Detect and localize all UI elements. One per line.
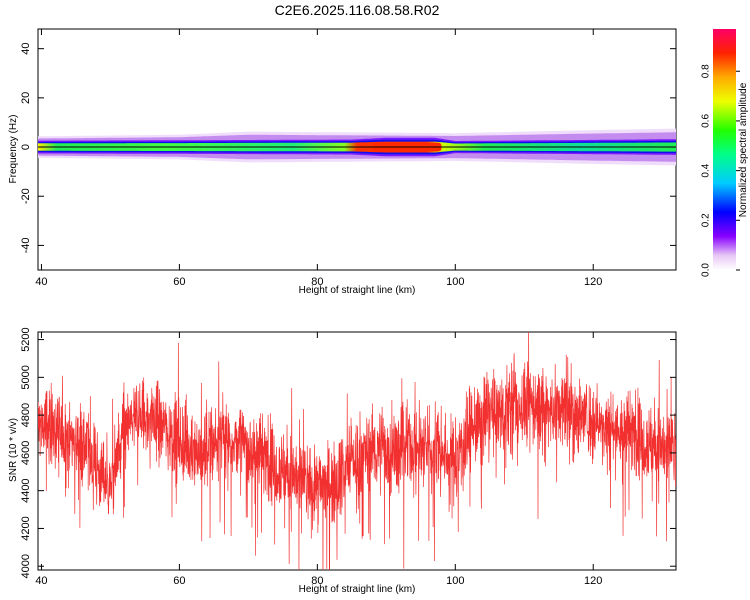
snr-y-tick-label: 4800 <box>20 403 32 427</box>
snr-y-tick-label: 4400 <box>20 478 32 502</box>
snr-y-tick-label: 5200 <box>20 327 32 351</box>
spectrogram-heatmap <box>38 128 676 166</box>
spec-y-tick-label: 0 <box>20 144 32 150</box>
spec-y-tick-label: 40 <box>20 43 32 55</box>
spec-x-tick-label: 120 <box>584 276 602 288</box>
snr-y-tick-label: 5000 <box>20 365 32 389</box>
snr-ylabel: SNR (10 * v/v) <box>8 418 19 482</box>
snr-x-tick-label: 80 <box>311 575 323 587</box>
snr-x-tick-label: 40 <box>35 575 47 587</box>
snr-panel: 40 60 80 100 120 4000 4200 4400 4600 4800 5000 5200… <box>8 327 677 595</box>
spectrogram-xlabel: Height of straight line (km) <box>299 285 416 296</box>
spec-y-tick-label: -40 <box>20 237 32 253</box>
colorbar-tick-label: 0.6 <box>701 114 712 128</box>
colorbar-tick-label: 0.8 <box>701 64 712 78</box>
spectrogram-panel: 40 60 80 100 120 -40 -20 0 20 40 Height of straig… <box>8 28 677 296</box>
snr-xlabel: Height of straight line (km) <box>299 584 416 595</box>
chart-title: C2E6.2025.116.08.58.R02 <box>274 2 440 18</box>
colorbar-ramp <box>713 29 736 270</box>
spec-y-tick-label: 20 <box>20 92 32 104</box>
colorbar-tick-label: 0.2 <box>701 213 712 227</box>
snr-y-tick-label: 4600 <box>20 441 32 465</box>
colorbar-tick-label: 0.4 <box>701 163 712 177</box>
snr-x-tick-label: 120 <box>584 575 602 587</box>
spectrogram-ylabel: Frequency (Hz) <box>8 115 19 184</box>
spec-x-tick-label: 80 <box>311 276 323 288</box>
spec-x-tick-label: 40 <box>35 276 47 288</box>
colorbar: 0.0 0.2 0.4 0.6 0.8 Normalized spectral ampl… <box>701 29 749 277</box>
snr-y-tick-label: 4000 <box>20 554 32 578</box>
snr-series-line <box>38 332 676 570</box>
snr-y-tick-label: 4200 <box>20 516 32 540</box>
snr-x-tick-label: 100 <box>446 575 464 587</box>
spec-x-tick-label: 100 <box>446 276 464 288</box>
colorbar-label: Normalized spectral amplitude <box>738 82 749 217</box>
snr-x-tick-label: 60 <box>173 575 185 587</box>
colorbar-tick-label: 0.0 <box>701 263 712 277</box>
spec-y-tick-label: -20 <box>20 188 32 204</box>
spec-x-tick-label: 60 <box>173 276 185 288</box>
